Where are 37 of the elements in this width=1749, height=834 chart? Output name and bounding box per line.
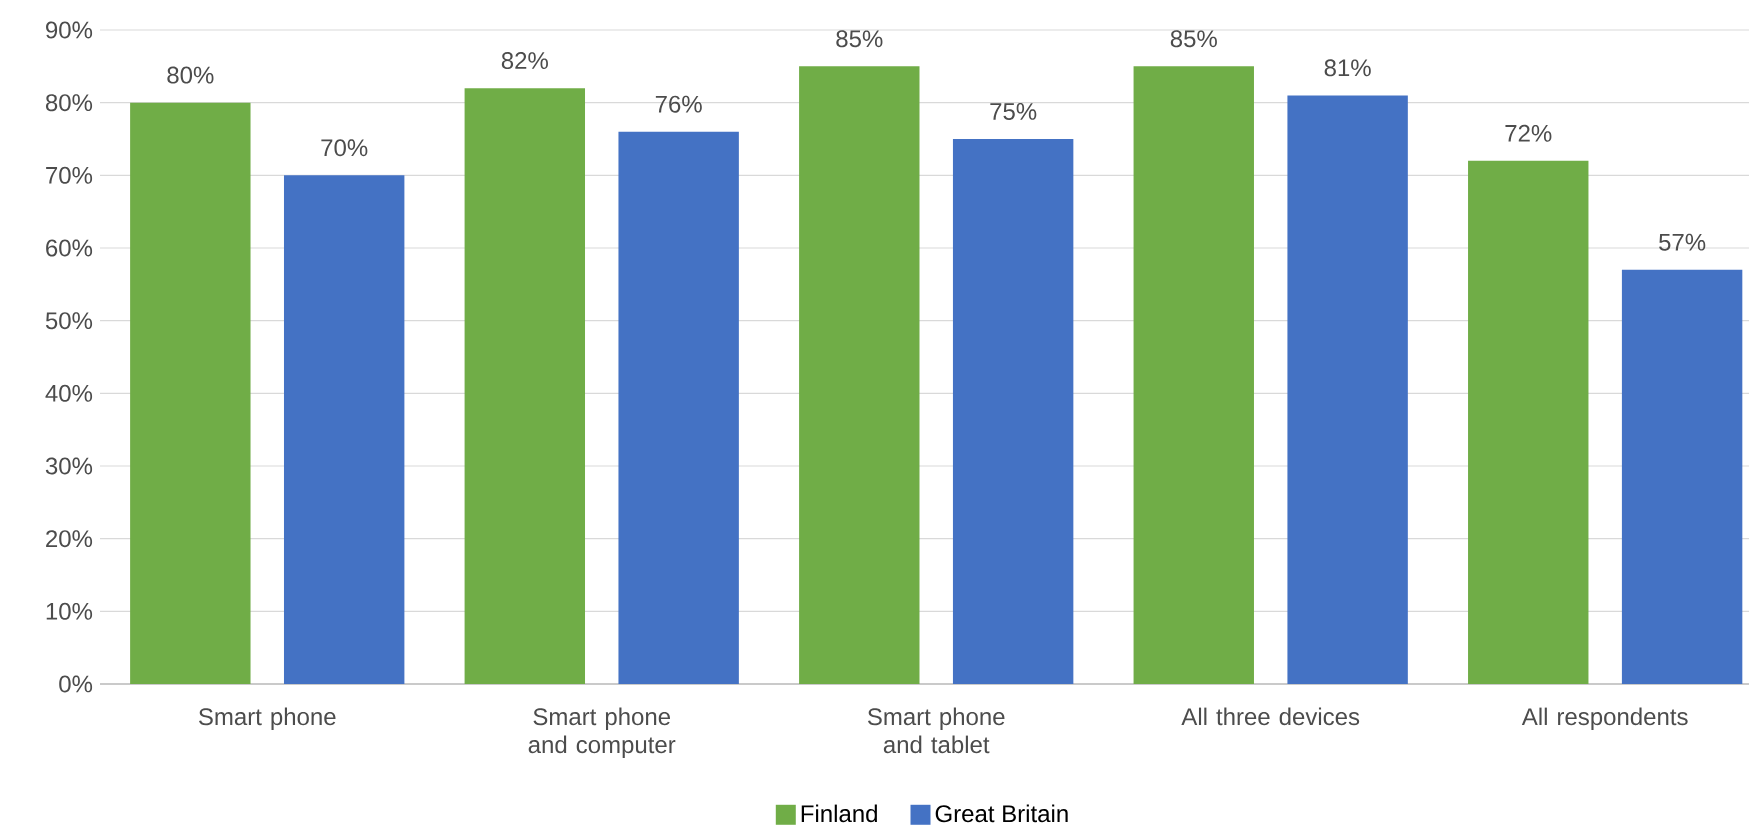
bar: [952, 138, 1074, 684]
y-tick-label: 80%: [45, 94, 93, 112]
bar: [1621, 269, 1743, 684]
data-label: 70%: [321, 139, 368, 157]
bar: [1133, 66, 1254, 684]
data-label: 82%: [501, 52, 548, 70]
data-label: 85%: [1170, 30, 1217, 48]
bar: [618, 131, 739, 684]
data-label: 81%: [1324, 59, 1371, 77]
data-label: 57%: [1659, 233, 1706, 251]
legend-label: Great Britain: [935, 804, 1068, 823]
x-tick-label: Smart phone and tablet: [867, 707, 1005, 754]
bar: [1468, 160, 1589, 684]
y-tick-label: 10%: [46, 602, 93, 620]
y-tick-label: 0%: [59, 675, 93, 693]
bar: [130, 102, 251, 684]
y-tick-label: 20%: [46, 530, 93, 548]
y-tick-label: 30%: [45, 457, 93, 475]
bar: [799, 66, 920, 684]
y-tick-label: 60%: [46, 239, 93, 257]
data-label: 75%: [990, 103, 1037, 120]
x-tick-label: All respondents: [1521, 707, 1688, 730]
data-label: 76%: [655, 95, 702, 113]
bar: [464, 88, 586, 684]
y-tick-label: 70%: [46, 166, 93, 184]
data-label: 72%: [1505, 124, 1552, 142]
x-tick-label: Smart phone: [198, 707, 336, 730]
x-tick-label: Smart phone and computer: [528, 707, 676, 758]
bar: [283, 175, 405, 684]
y-tick-label: 40%: [45, 384, 93, 402]
y-tick-label: 50%: [45, 312, 93, 330]
data-label: 85%: [836, 30, 883, 48]
y-tick-label: 90%: [46, 21, 93, 39]
x-tick-label: All three devices: [1181, 707, 1360, 726]
data-label: 80%: [167, 66, 214, 84]
legend-label: Finland: [801, 804, 877, 823]
bar: [1287, 95, 1408, 684]
